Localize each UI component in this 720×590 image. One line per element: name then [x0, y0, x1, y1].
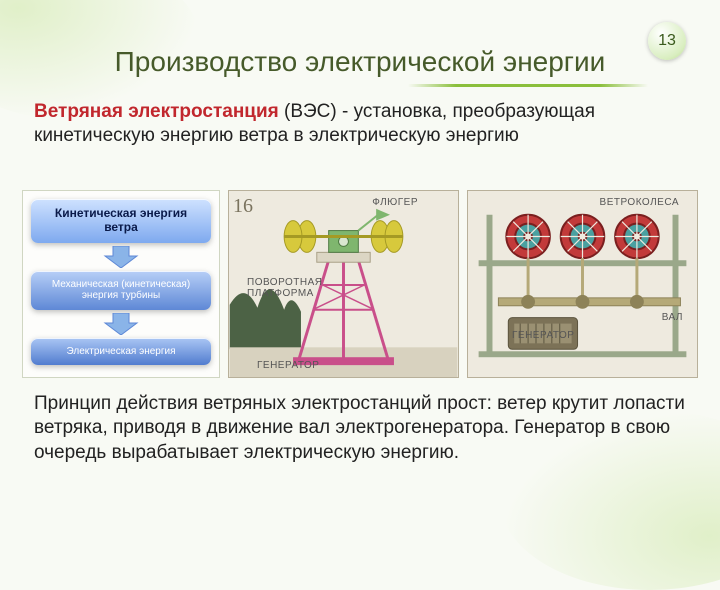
figure1-label-flyuger: ФЛЮГЕР: [372, 197, 418, 208]
outro-paragraph: Принцип действия ветряных электростанций…: [34, 392, 686, 465]
flow-arrow-2: [101, 313, 141, 335]
figure1-label-generator: ГЕНЕРАТОР: [257, 360, 319, 371]
flow-box-kinetic-wind: Кинетическая энергия ветра: [31, 199, 211, 243]
figure1-label-platform: ПОВОРОТНАЯ ПЛАТФОРМА: [247, 277, 337, 299]
intro-paragraph: Ветряная электростанция (ВЭС) - установк…: [34, 100, 686, 149]
figure-wind-turbine: 16 ФЛЮГЕР ПОВОРОТНАЯ ПЛАТФОРМА ГЕНЕРАТОР: [228, 190, 459, 378]
page-number: 13: [658, 32, 676, 50]
figure-corner-number: 16: [233, 195, 253, 218]
page-title: Производство электрической энергии: [0, 46, 720, 78]
figure2-label-shaft: ВАЛ: [662, 312, 683, 323]
figure2-label-generator: ГЕНЕРАТОР: [512, 330, 574, 341]
intro-accent: Ветряная электростанция: [34, 101, 279, 122]
figure-windwheels: ВЕТРОКОЛЕСА ГЕНЕРАТОР ВАЛ: [467, 190, 698, 378]
flow-box-electrical: Электрическая энергия: [31, 338, 211, 365]
figure2-label-wheels: ВЕТРОКОЛЕСА: [600, 197, 679, 208]
title-underline: [408, 84, 648, 87]
page-number-badge: 13: [648, 22, 686, 60]
figure2-svg: [468, 191, 697, 377]
flow-arrow-1: [101, 246, 141, 268]
energy-flow-diagram: Кинетическая энергия ветра Механическая …: [22, 190, 220, 378]
content-row: Кинетическая энергия ветра Механическая …: [22, 190, 698, 378]
flow-box-mechanical-turbine: Механическая (кинетическая) энергия турб…: [31, 271, 211, 310]
